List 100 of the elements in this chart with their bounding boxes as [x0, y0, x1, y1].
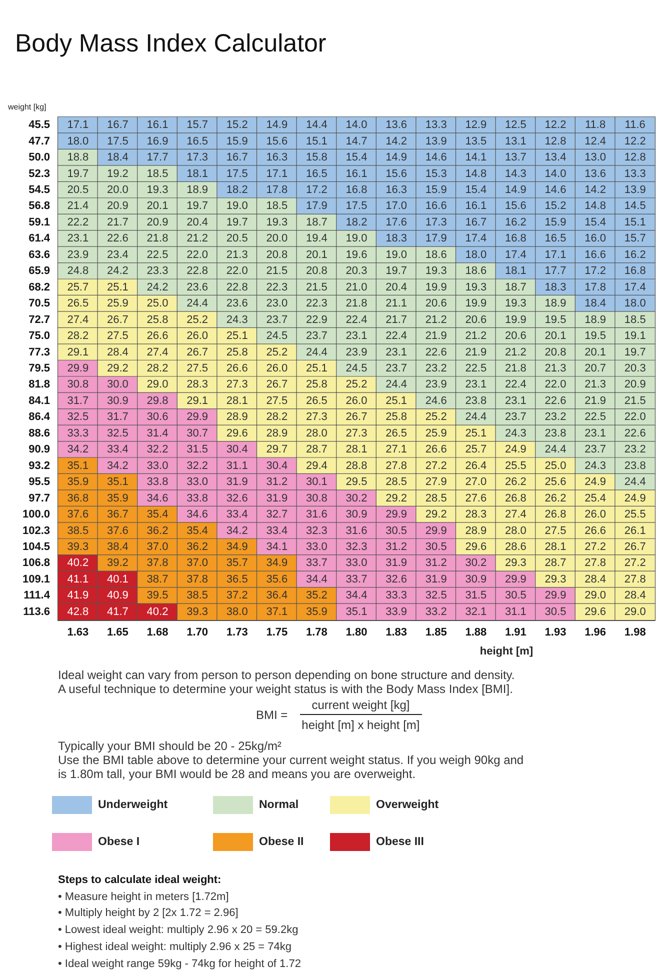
data-label: 16.9	[146, 135, 168, 148]
data-label: 15.2	[544, 200, 566, 212]
data-label: 29.6	[584, 606, 606, 618]
data-label: 19.5	[584, 330, 606, 342]
y-tick-label: 75.0	[28, 330, 50, 342]
data-label: 29.3	[544, 573, 566, 586]
data-label: 16.0	[584, 232, 606, 245]
data-label: 25.2	[266, 346, 288, 358]
data-label: 19.9	[465, 298, 487, 310]
data-label: 31.4	[146, 427, 168, 440]
data-label: 27.5	[186, 362, 208, 374]
data-label: 30.2	[465, 557, 487, 570]
data-label: 33.3	[67, 427, 89, 440]
data-label: 28.1	[544, 540, 566, 553]
data-label: 26.2	[544, 492, 566, 504]
data-label: 28.3	[186, 378, 208, 391]
data-label: 26.5	[306, 394, 328, 407]
data-label: 22.4	[346, 314, 368, 326]
data-label: 20.1	[146, 200, 168, 212]
data-label: 34.6	[146, 492, 168, 504]
data-label: 33.0	[186, 476, 208, 488]
data-label: 15.6	[504, 200, 526, 212]
data-label: 13.4	[544, 152, 566, 164]
data-label: 33.4	[266, 524, 288, 537]
data-label: 39.2	[106, 557, 128, 570]
data-label: 21.7	[106, 216, 128, 228]
x-tick-label: 1.93	[544, 626, 566, 638]
data-label: 15.9	[226, 135, 248, 148]
data-label: 14.3	[504, 168, 526, 180]
data-label: 31.6	[346, 524, 368, 537]
data-label: 36.2	[146, 524, 168, 537]
data-label: 33.7	[306, 557, 328, 570]
data-label: 17.2	[306, 184, 328, 196]
data-label: 30.0	[106, 378, 128, 391]
text: • Ideal weight range 59kg - 74kg for height of 1.72	[58, 956, 301, 972]
data-label: 32.3	[306, 524, 328, 537]
data-label: 22.5	[465, 362, 487, 374]
data-label: 23.7	[504, 411, 526, 424]
data-label: 23.6	[226, 298, 248, 310]
data-label: 20.8	[544, 346, 566, 358]
data-label: 23.7	[266, 314, 288, 326]
data-label: 35.2	[306, 590, 328, 602]
data-label: 14.1	[465, 152, 487, 164]
data-label: 24.3	[226, 314, 248, 326]
data-label: 31.7	[106, 411, 128, 424]
data-label: 36.7	[106, 508, 128, 521]
y-tick-label: 86.4	[28, 411, 51, 424]
data-label: 28.0	[306, 427, 328, 440]
data-label: 28.5	[386, 476, 408, 488]
data-label: 22.9	[306, 314, 328, 326]
y-tick-label: 88.6	[28, 427, 50, 440]
data-label: 27.4	[146, 346, 168, 358]
data-label: 32.5	[67, 411, 89, 424]
data-label: 26.8	[544, 508, 566, 521]
data-label: 12.8	[624, 152, 646, 164]
data-label: 29.0	[584, 590, 606, 602]
text: • Lowest ideal weight: multiply 2.96 x 20 = 59.2kg	[58, 923, 300, 938]
data-label: 13.5	[465, 135, 487, 148]
data-label: 27.6	[465, 492, 487, 504]
data-label: 30.5	[425, 540, 447, 553]
data-label: 16.7	[465, 216, 487, 228]
data-label: 27.0	[465, 476, 487, 488]
data-label: 30.4	[266, 460, 288, 472]
y-tick-label: 65.9	[28, 265, 50, 278]
data-label: 19.4	[306, 232, 328, 245]
data-label: 30.5	[544, 606, 566, 618]
data-label: 22.8	[186, 265, 208, 278]
data-label: 32.3	[346, 540, 368, 553]
data-label: 18.3	[544, 281, 566, 294]
data-label: 17.7	[146, 152, 168, 164]
data-label: 25.2	[346, 378, 368, 391]
data-label: 28.1	[346, 444, 368, 456]
data-label: 25.0	[146, 298, 168, 310]
data-label: 20.0	[106, 184, 128, 196]
data-label: 22.0	[624, 411, 646, 424]
data-label: 34.4	[306, 573, 328, 586]
data-label: 21.8	[504, 362, 526, 374]
y-tick-label: 102.3	[22, 524, 50, 537]
data-label: 35.9	[306, 606, 328, 618]
text: A useful technique to determine your weight status is with the Body Mass Index [BMI].	[58, 682, 514, 696]
data-label: 31.1	[226, 460, 248, 472]
data-label: 23.8	[544, 427, 566, 440]
data-label: 25.2	[186, 314, 208, 326]
data-label: 15.9	[425, 184, 447, 196]
data-label: 31.2	[386, 540, 408, 553]
data-label: 20.6	[465, 314, 487, 326]
data-label: 18.0	[465, 248, 487, 261]
data-label: 20.9	[624, 378, 646, 391]
data-label: 14.9	[386, 152, 408, 164]
data-label: 33.4	[106, 444, 128, 456]
data-label: 29.9	[67, 362, 89, 374]
data-label: 29.0	[624, 606, 646, 618]
data-label: 24.2	[106, 265, 128, 278]
x-axis-title: height [m]	[480, 646, 534, 658]
data-label: 25.8	[226, 346, 248, 358]
text: Overweight	[376, 799, 439, 811]
data-label: 25.4	[584, 492, 606, 504]
y-tick-label: 68.2	[28, 281, 50, 294]
data-label: 30.9	[346, 508, 368, 521]
data-label: 19.9	[425, 281, 447, 294]
